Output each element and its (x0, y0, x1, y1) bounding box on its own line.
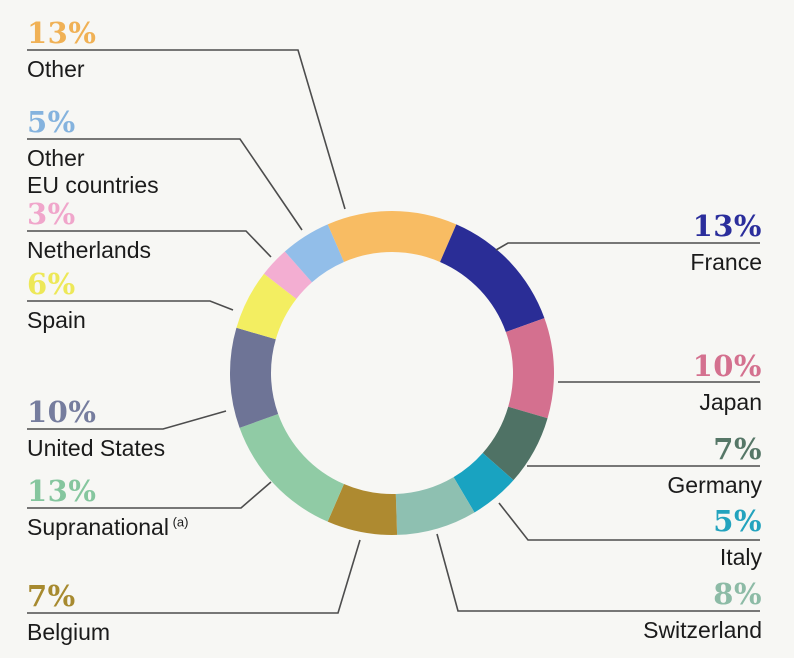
callout-label-belgium: 7% Belgium (27, 580, 110, 646)
country-name-switzerland: Switzerland (643, 617, 762, 643)
donut-segment-belgium (327, 484, 398, 536)
leader-line-other-eu-countries (27, 138, 303, 231)
percent-value-germany: 7% (713, 432, 762, 466)
donut-segment-united-states (229, 327, 279, 428)
leader-line-other (27, 49, 346, 210)
country-name-supranational: Supranational (a) (27, 514, 189, 540)
leader-line-switzerland (436, 533, 760, 612)
donut-segment-supranational (239, 413, 344, 522)
donut-segment-netherlands (263, 251, 312, 299)
callout-label-other-eu-countries: 5% Other EU countries (27, 106, 159, 199)
callout-label-supranational: 13% Supranational (a) (27, 475, 188, 541)
percent-value-belgium: 7% (27, 579, 76, 613)
percent-value-supranational: 13% (27, 474, 97, 508)
leader-line-spain (27, 300, 234, 311)
leader-line-netherlands (27, 230, 272, 258)
country-name-other-eu-countries: Other EU countries (27, 145, 159, 198)
country-name-japan: Japan (699, 389, 762, 415)
callout-label-other: 13% Other (27, 17, 96, 83)
percent-value-switzerland: 8% (713, 577, 762, 611)
percent-value-italy: 5% (713, 504, 762, 538)
country-name-germany: Germany (667, 472, 762, 498)
leader-line-france (495, 242, 760, 251)
country-name-belgium: Belgium (27, 619, 111, 645)
callout-label-netherlands: 3% Netherlands (27, 198, 151, 264)
percent-value-netherlands: 3% (27, 197, 76, 231)
leader-line-belgium (27, 539, 361, 614)
percent-value-spain: 6% (27, 267, 76, 301)
callout-label-italy: 5% Italy (713, 505, 762, 571)
percent-value-other: 13% (27, 16, 97, 50)
donut-segment-spain (236, 273, 297, 340)
callout-label-japan: 10% Japan (693, 350, 762, 416)
percent-value-france: 13% (692, 209, 762, 243)
donut-segment-japan (505, 318, 555, 419)
leader-line-italy (498, 502, 760, 541)
leader-line-supranational (27, 481, 272, 509)
country-name-netherlands: Netherlands (27, 237, 152, 263)
country-name-france: France (690, 249, 762, 275)
donut-segment-germany (482, 406, 548, 481)
callout-label-france: 13% France (690, 210, 762, 276)
callout-label-switzerland: 8% Switzerland (643, 578, 762, 644)
percent-value-united-states: 10% (27, 395, 97, 429)
percent-value-other-eu-countries: 5% (27, 105, 76, 139)
country-name-italy: Italy (719, 544, 762, 570)
donut-segment-switzerland (395, 477, 475, 535)
country-name-spain: Spain (27, 307, 86, 333)
donut-segment-other-eu-countries (284, 224, 344, 283)
donut-segment-france (440, 224, 545, 333)
donut-segment-italy (453, 453, 514, 513)
percent-value-japan: 10% (692, 349, 762, 383)
callout-label-germany: 7% Germany (667, 433, 762, 499)
callout-label-united-states: 10% United States (27, 396, 165, 462)
country-name-other: Other (27, 56, 85, 82)
country-name-united-states: United States (27, 435, 166, 461)
callout-label-spain: 6% Spain (27, 268, 86, 334)
leader-line-united-states (27, 410, 227, 430)
footnote-marker-supranational: (a) (168, 514, 189, 530)
donut-segment-other (327, 210, 457, 262)
